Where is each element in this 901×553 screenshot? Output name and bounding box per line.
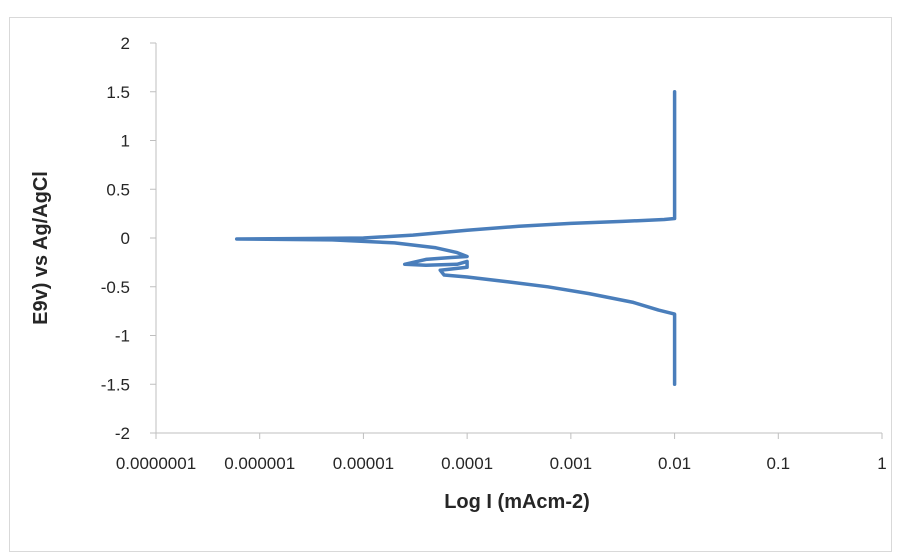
y-tick-label: -1 [115,327,130,346]
x-tick-label: 0.00001 [333,454,394,473]
y-tick-label: -2 [115,424,130,443]
y-tick-label: 1 [121,132,130,151]
y-axis-title: E9v) vs Ag/AgCl [30,171,52,325]
x-tick-label: 0.0001 [441,454,493,473]
x-tick-label: 0.001 [550,454,593,473]
x-tick-label: 0.1 [766,454,790,473]
series-line [234,90,677,387]
chart-svg: 21.510.50-0.5-1-1.5-2 0.0000001 0.000001 0… [30,34,887,513]
chart-area: 2 1.5 1 0.5 0 -0.5 -1 -1.5 -2 0.0000001 0.000001 0… [9,17,892,552]
series-layer [234,90,677,387]
x-axis-title: Log I (mAcm-2) [444,491,590,513]
x-tick-label: 0.000001 [224,454,295,473]
y-tick-label: 1.5 [106,83,130,102]
y-tick-label: 2 [121,34,130,53]
y-tick-label: 0 [121,229,130,248]
x-axis-ticks: 0.0000001 0.000001 0.00001 0.0001 0.001 0.01 0… [116,433,887,473]
x-tick-label: 1 [877,454,886,473]
y-tick-label: -0.5 [101,278,130,297]
y-tick-label: -1.5 [101,375,130,394]
y-tick-label: 0.5 [106,180,130,199]
x-tick-label: 0.0000001 [116,454,196,473]
y-axis-ticks: 2 1.5 1 0.5 0 -0.5 -1 -1.5 -2 [101,34,156,443]
x-tick-label: 0.01 [658,454,691,473]
